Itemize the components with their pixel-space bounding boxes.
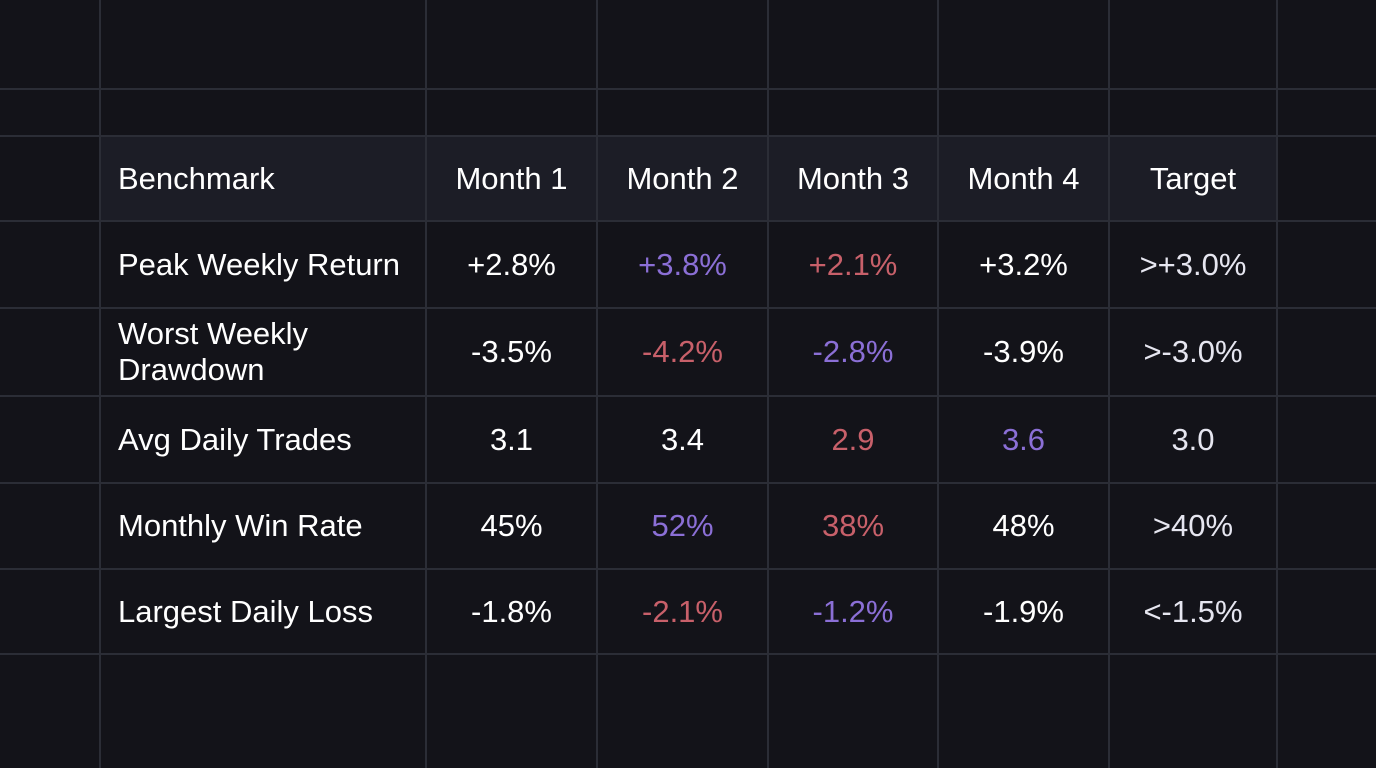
row-label: Worst Weekly Drawdown	[118, 316, 309, 387]
column-header-1: Month 1	[455, 160, 568, 196]
column-header-3: Month 3	[796, 160, 909, 196]
table-header-band	[100, 136, 1277, 221]
data-cell: 45%	[480, 508, 543, 544]
grid-hline-2	[0, 220, 1376, 222]
column-header-4: Month 4	[967, 160, 1080, 196]
column-header-0: Benchmark	[118, 160, 275, 196]
row-label: Avg Daily Trades	[118, 421, 352, 457]
grid-vline-4	[937, 0, 939, 768]
grid-vline-2	[596, 0, 598, 768]
data-cell: +3.8%	[638, 246, 727, 282]
grid-hline-6	[0, 568, 1376, 570]
data-cell: +3.2%	[979, 246, 1068, 282]
data-cell: 3.4	[660, 421, 705, 457]
data-cell: -2.1%	[642, 593, 723, 629]
data-cell: -2.8%	[812, 334, 894, 370]
column-header-2: Month 2	[626, 160, 739, 196]
grid-vline-6	[1276, 0, 1278, 768]
data-cell: +2.1%	[808, 246, 898, 282]
grid-hline-4	[0, 395, 1376, 397]
grid-vline-0	[99, 0, 101, 768]
grid-vline-5	[1108, 0, 1110, 768]
data-cell: -3.9%	[983, 334, 1064, 370]
data-cell: -4.2%	[642, 334, 723, 370]
data-cell: +2.8%	[467, 246, 556, 282]
data-cell: -3.5%	[471, 334, 552, 370]
target-cell: 3.0	[1171, 421, 1215, 457]
data-cell: -1.9%	[983, 593, 1064, 629]
target-cell: >+3.0%	[1139, 246, 1247, 282]
data-cell: 2.9	[831, 421, 875, 457]
grid-vline-1	[425, 0, 427, 768]
grid-hline-0	[0, 88, 1376, 90]
data-cell: 38%	[821, 508, 885, 544]
target-cell: <-1.5%	[1143, 593, 1243, 629]
row-label: Largest Daily Loss	[118, 593, 374, 629]
row-label: Peak Weekly Return	[118, 246, 400, 282]
row-label: Monthly Win Rate	[118, 508, 363, 544]
grid-hline-1	[0, 135, 1376, 137]
grid-hline-3	[0, 307, 1376, 309]
data-cell: 3.1	[489, 421, 534, 457]
column-header-5: Target	[1149, 160, 1237, 196]
target-cell: >-3.0%	[1143, 334, 1243, 370]
data-cell: 3.6	[1001, 421, 1046, 457]
grid-hline-5	[0, 482, 1376, 484]
grid-vline-3	[767, 0, 769, 768]
data-cell: 52%	[651, 508, 714, 544]
data-cell: -1.8%	[471, 593, 552, 629]
data-cell: -1.2%	[812, 593, 894, 629]
target-cell: >40%	[1152, 508, 1234, 544]
grid-hline-7	[0, 653, 1376, 655]
data-cell: 48%	[992, 508, 1055, 544]
